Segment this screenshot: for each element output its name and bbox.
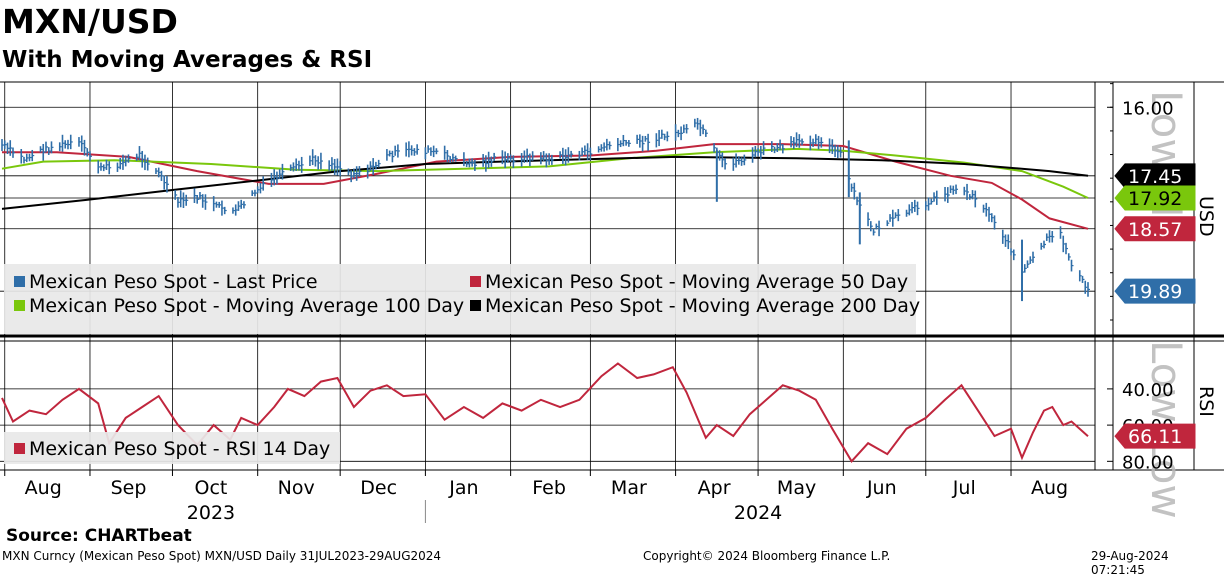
timestamp: 29-Aug-2024 07:21:45 — [1091, 549, 1169, 577]
price-last-value-tag: 17.45 — [1128, 166, 1182, 188]
price-last-value-tag-box — [1114, 278, 1196, 304]
legend-ma50: Mexican Peso Spot - Moving Average 50 Da… — [485, 271, 908, 293]
rsi-axis-title: RSI — [1195, 386, 1217, 417]
legend-ma200: Mexican Peso Spot - Moving Average 200 D… — [485, 295, 920, 317]
month-label: Oct — [195, 477, 228, 499]
price-plot — [1, 117, 1090, 302]
rsi-tick-label: 80.00 — [1122, 452, 1174, 473]
price-last-value-tag-box — [1114, 185, 1196, 211]
copyright-note: Copyright© 2024 Bloomberg Finance L.P. — [643, 549, 891, 563]
rsi-last-value-tag: 66.11 — [1128, 426, 1182, 448]
rsi-line — [1, 362, 1089, 463]
year-label: 2024 — [734, 502, 782, 524]
month-label: Aug — [25, 477, 62, 499]
year-label: 2023 — [187, 502, 235, 524]
price-last-value-tag-box — [1114, 163, 1196, 189]
month-label: Sep — [111, 477, 147, 499]
month-label: May — [777, 477, 816, 499]
month-label: Apr — [698, 477, 731, 499]
legend-last-price-swatch — [14, 276, 25, 287]
rsi-plot — [1, 362, 1089, 463]
price-last-value-tag: 17.92 — [1128, 188, 1182, 210]
chart-title: MXN/USD — [2, 2, 178, 41]
price-legend-box — [4, 264, 916, 334]
month-label: Jan — [448, 477, 478, 499]
source-note: Source: CHARTbeat — [6, 526, 192, 546]
legend-ma200-swatch — [470, 300, 481, 311]
month-label: Nov — [278, 477, 315, 499]
month-label: Mar — [611, 477, 647, 499]
price-last-value-tag: 19.89 — [1128, 281, 1182, 303]
price-last-value-tag-box — [1114, 216, 1196, 242]
rsi-last-value-tag-box — [1114, 423, 1196, 449]
rsi-tick-label: 40.00 — [1122, 380, 1174, 401]
price-last-value-tag: 18.57 — [1128, 219, 1182, 241]
month-label: Jul — [952, 477, 976, 499]
legend-last-price: Mexican Peso Spot - Last Price — [29, 271, 318, 293]
price-tick-label: 16.00 — [1122, 98, 1174, 119]
security-description: MXN Curncy (Mexican Peso Spot) MXN/USD D… — [2, 549, 442, 563]
legend-ma100-swatch — [14, 300, 25, 311]
chart-subtitle: With Moving Averages & RSI — [2, 47, 373, 73]
price-axis-title: USD — [1195, 196, 1217, 237]
month-label: Jun — [866, 477, 897, 499]
legend-ma50-swatch — [470, 276, 481, 287]
legend-rsi: Mexican Peso Spot - RSI 14 Day — [29, 438, 330, 460]
rsi-legend-box — [4, 432, 340, 464]
month-label: Aug — [1031, 477, 1068, 499]
ma50-line — [2, 143, 1089, 230]
legend-ma100: Mexican Peso Spot - Moving Average 100 D… — [29, 295, 464, 317]
month-label: Feb — [532, 477, 566, 499]
legend-rsi-swatch — [14, 443, 25, 454]
month-label: Dec — [360, 477, 397, 499]
